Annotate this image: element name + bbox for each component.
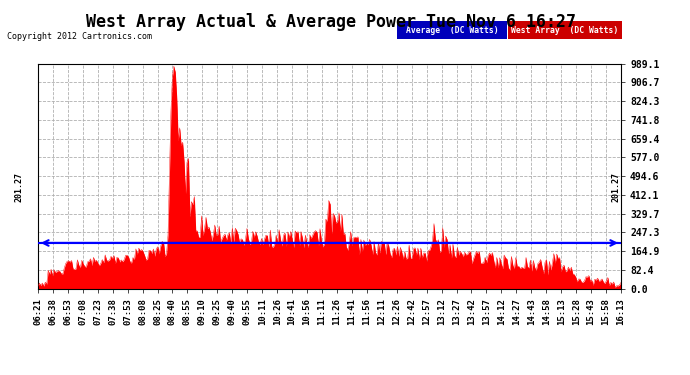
Text: Copyright 2012 Cartronics.com: Copyright 2012 Cartronics.com xyxy=(7,32,152,41)
Text: 201.27: 201.27 xyxy=(0,228,2,258)
Text: 201.27: 201.27 xyxy=(611,172,621,202)
Text: Average  (DC Watts): Average (DC Watts) xyxy=(406,26,498,35)
Text: West Array Actual & Average Power Tue Nov 6 16:27: West Array Actual & Average Power Tue No… xyxy=(86,13,576,31)
Text: 201.27: 201.27 xyxy=(14,172,24,202)
Text: West Array  (DC Watts): West Array (DC Watts) xyxy=(511,26,618,35)
